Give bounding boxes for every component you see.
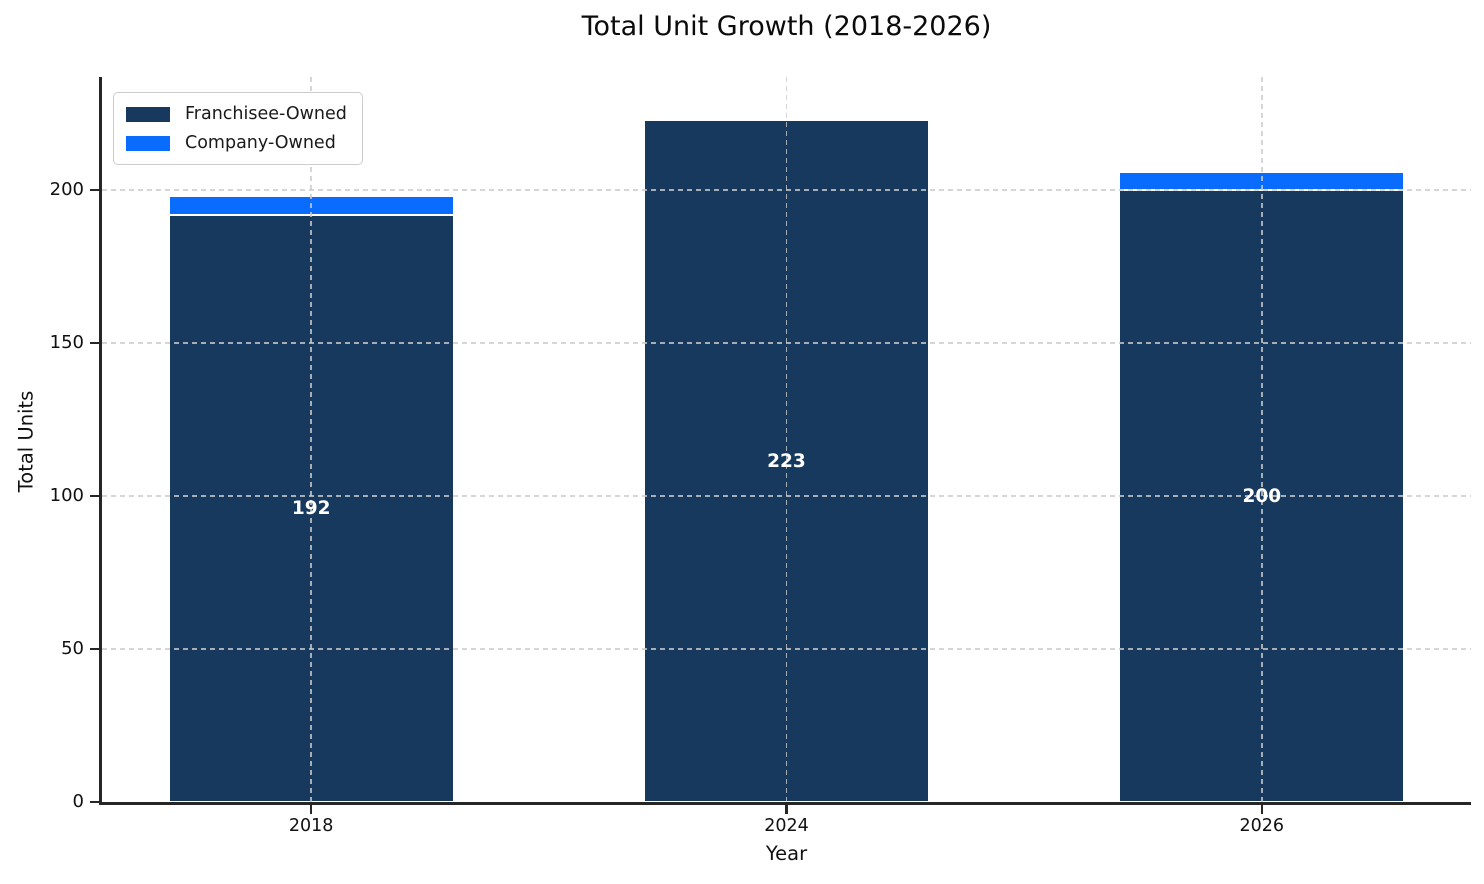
- legend-entry-label: Company-Owned: [185, 133, 336, 153]
- legend-entry: Company-Owned: [126, 133, 347, 153]
- legend-entry-label: Franchisee-Owned: [185, 104, 347, 124]
- x-tick-mark: [785, 804, 788, 814]
- gridline-vertical: [785, 77, 788, 802]
- legend-swatch-icon: [126, 135, 170, 151]
- y-tick-mark: [90, 494, 99, 498]
- y-axis-spine: [99, 77, 102, 804]
- y-tick-label: 100: [49, 485, 84, 507]
- bar-value-label: 200: [1242, 486, 1282, 508]
- y-tick-mark: [90, 342, 99, 345]
- plot-area: 192 223 200: [102, 77, 1471, 802]
- gridline-vertical: [1261, 77, 1263, 802]
- x-axis-label: Year: [765, 842, 808, 865]
- y-tick-mark: [90, 189, 99, 192]
- y-tick-mark: [90, 647, 99, 651]
- x-tick-mark: [1260, 804, 1263, 814]
- y-tick-label: 0: [72, 791, 84, 812]
- x-tick-mark: [310, 804, 313, 814]
- x-tick-label: 2026: [1239, 816, 1285, 836]
- legend-entry: Franchisee-Owned: [126, 104, 347, 124]
- legend-swatch-icon: [126, 106, 170, 122]
- bar-value-label: 223: [767, 450, 806, 472]
- y-tick-label: 150: [49, 332, 84, 354]
- legend: Franchisee-Owned Company-Owned: [113, 92, 363, 165]
- gridline-vertical: [310, 77, 312, 802]
- x-axis-spine: [99, 802, 1471, 805]
- y-tick-label: 200: [49, 179, 84, 201]
- bar-value-label: 192: [291, 498, 331, 520]
- chart-title: Total Unit Growth (2018-2026): [581, 11, 992, 42]
- y-axis-label: Total Units: [14, 390, 38, 493]
- x-tick-label: 2024: [764, 816, 809, 836]
- x-tick-label: 2018: [288, 816, 334, 836]
- y-tick-mark: [90, 800, 99, 804]
- y-tick-label: 50: [61, 638, 84, 660]
